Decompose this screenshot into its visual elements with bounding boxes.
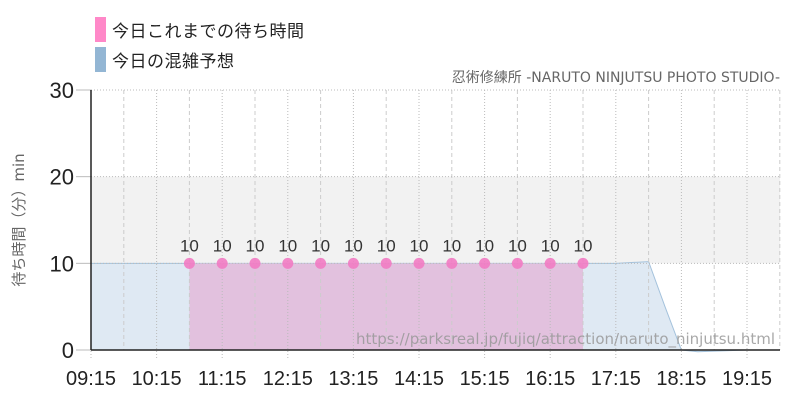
x-tick-label: 17:15 — [591, 368, 641, 390]
data-label: 10 — [574, 236, 593, 255]
x-tick-label: 09:15 — [66, 368, 116, 390]
data-point — [511, 257, 523, 269]
data-point — [413, 257, 425, 269]
legend-swatch-actual — [95, 16, 106, 42]
legend-swatch-forecast — [95, 46, 106, 72]
data-point — [577, 257, 589, 269]
data-label: 10 — [344, 236, 363, 255]
x-tick-label: 16:15 — [525, 368, 575, 390]
grid-band — [91, 176, 780, 264]
data-point — [479, 257, 491, 269]
data-point — [380, 257, 392, 269]
x-tick-label: 13:15 — [328, 368, 378, 390]
data-label: 10 — [377, 236, 396, 255]
watermark-url: https://parksreal.jp/fujiq/attraction/na… — [356, 330, 775, 349]
data-point — [347, 257, 359, 269]
data-point — [446, 257, 458, 269]
data-point — [183, 257, 195, 269]
x-tick-label: 11:15 — [198, 368, 247, 390]
data-label: 10 — [475, 236, 494, 255]
y-tick-label: 0 — [62, 338, 74, 363]
data-point — [544, 257, 556, 269]
y-tick-label: 30 — [50, 78, 74, 103]
legend-label-forecast: 今日の混雑予想 — [112, 51, 235, 72]
x-tick-label: 10:15 — [132, 368, 182, 390]
data-label: 10 — [311, 236, 330, 255]
y-tick-label: 20 — [50, 165, 74, 190]
x-tick-label: 12:15 — [263, 368, 313, 390]
data-label: 10 — [213, 236, 232, 255]
data-point — [315, 257, 327, 269]
data-label: 10 — [180, 236, 199, 255]
data-label: 10 — [410, 236, 429, 255]
x-tick-label: 19:15 — [722, 368, 772, 390]
data-point — [282, 257, 294, 269]
data-point — [249, 257, 261, 269]
y-tick-label: 10 — [50, 251, 74, 276]
data-label: 10 — [508, 236, 527, 255]
legend-label-actual: 今日これまでの待ち時間 — [112, 21, 305, 42]
x-tick-label: 18:15 — [656, 368, 706, 390]
data-point — [216, 257, 228, 269]
x-tick-label: 14:15 — [394, 368, 444, 390]
data-label: 10 — [246, 236, 265, 255]
data-label: 10 — [442, 236, 461, 255]
legend-item-forecast[interactable]: 今日の混雑予想 — [95, 44, 305, 74]
y-axis-label: 待ち時間（分）min — [10, 153, 28, 286]
x-tick-label: 15:15 — [460, 368, 510, 390]
data-label: 10 — [541, 236, 560, 255]
legend: 今日これまでの待ち時間 今日の混雑予想 — [95, 14, 305, 74]
data-label: 10 — [278, 236, 297, 255]
chart-subtitle: 忍術修練所 -NARUTO NINJUTSU PHOTO STUDIO- — [451, 70, 780, 86]
legend-item-actual[interactable]: 今日これまでの待ち時間 — [95, 14, 305, 44]
